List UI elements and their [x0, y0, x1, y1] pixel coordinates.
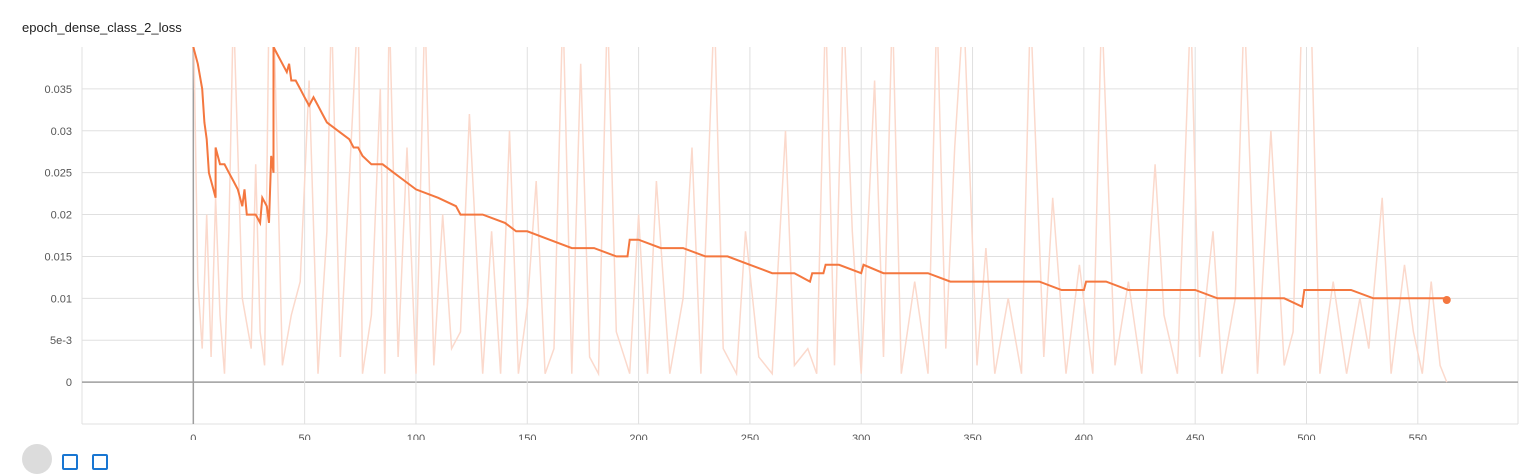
data-toggle-button[interactable] — [62, 454, 78, 470]
x-tick-label: 400 — [1075, 433, 1093, 440]
x-tick-label: 450 — [1186, 433, 1204, 440]
x-tick-label: 550 — [1409, 433, 1427, 440]
y-tick-label: 5e-3 — [50, 335, 72, 347]
y-tick-label: 0.015 — [44, 251, 72, 263]
last-point-marker — [1442, 296, 1451, 305]
x-tick-label: 350 — [963, 433, 981, 440]
x-tick-label: 150 — [518, 433, 536, 440]
x-tick-label: 500 — [1297, 433, 1315, 440]
x-tick-label: 50 — [299, 433, 311, 440]
y-tick-label: 0.03 — [51, 126, 72, 138]
y-tick-label: 0.025 — [44, 168, 72, 180]
x-tick-label: 100 — [407, 433, 425, 440]
chart-title: epoch_dense_class_2_loss — [22, 20, 182, 35]
x-tick-label: 0 — [190, 433, 196, 440]
fit-domain-button[interactable] — [92, 454, 108, 470]
y-tick-label: 0 — [66, 377, 72, 389]
x-tick-label: 250 — [741, 433, 759, 440]
y-tick-label: 0.01 — [51, 293, 72, 305]
y-tick-label: 0.035 — [44, 84, 72, 96]
loss-chart[interactable]: 0 5e-3 0.01 0.015 0.02 0.025 0.03 0.035 0 50 100 15… — [0, 0, 1539, 440]
raw-series-line — [193, 47, 1448, 383]
x-tick-label: 200 — [629, 433, 647, 440]
y-tick-label: 0.02 — [51, 210, 72, 222]
expand-button[interactable] — [22, 444, 52, 474]
x-tick-label: 300 — [852, 433, 870, 440]
smoothed-series-line — [192, 47, 1447, 309]
